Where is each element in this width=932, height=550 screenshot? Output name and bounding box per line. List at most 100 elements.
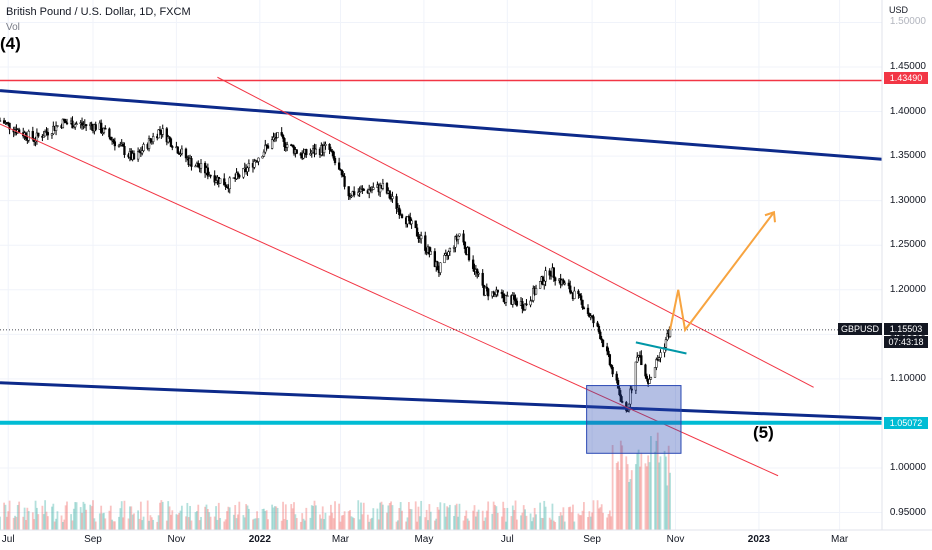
volume-bar [245,504,248,530]
volume-bar [127,518,130,530]
volume-bar [608,510,611,530]
volume-bar [52,503,55,530]
candle-body [645,375,648,380]
volume-bar [312,505,315,530]
level-1-value: 1.43490 [889,73,923,83]
volume-bar [658,462,661,530]
volume-bar [256,511,258,530]
volume-bar [487,501,490,530]
volume-bar [175,514,178,530]
candle-body [554,277,557,281]
volume-bar [377,519,380,530]
volume-bar [90,506,93,530]
volume-bar [320,518,323,530]
volume-bar [522,505,525,530]
volume-bar [34,500,37,530]
candle-body [370,189,374,191]
volume-bar [455,503,458,530]
volume-bar [271,504,274,530]
candle-body [417,235,420,240]
volume-bar [607,513,610,530]
channel-lower-red [0,123,779,477]
volume-bar [112,521,115,530]
volume-bar [476,511,479,530]
candle-body [314,148,318,155]
volume-bar [227,506,230,530]
volume-bar [561,515,563,530]
volume-bar [190,520,193,530]
volume-bar [3,502,6,530]
volume-bar [81,512,83,530]
candle-body [439,262,442,273]
volume-bar [280,520,283,530]
volume-bar [443,503,446,530]
volume-bar [433,520,436,530]
volume-bar [462,520,465,530]
candle-body [596,322,599,327]
volume-bar [179,510,182,530]
candle-body [209,174,212,177]
candle-body [543,280,546,285]
volume-bar [123,500,126,530]
candle-body [302,152,305,159]
teal-trendline [635,341,687,355]
candle-body [621,401,624,403]
candle-body [223,178,226,186]
price-label: 1.10000 [889,372,926,384]
volume-bar [494,504,496,530]
candle-body [324,143,327,146]
candle-body [299,153,302,156]
volume-bar [361,514,364,530]
candle-body [8,122,11,130]
volume-bar [380,501,383,530]
candle-body [102,127,106,133]
candle-body [544,270,547,282]
volume-bar [625,456,628,530]
volume-bar [46,516,49,530]
volume-bar [36,507,38,530]
volume-bar [473,505,476,530]
time-label: Sep [84,534,102,545]
candle-body [246,167,249,172]
candle-body [281,135,285,139]
lower-blue-trendline [0,381,883,421]
volume-bar [141,520,144,530]
volume-bar [137,510,140,530]
candle-body [436,261,439,271]
volume-bar [342,515,345,530]
volume-bar [5,516,8,530]
projection-arrowhead [764,210,776,223]
symbol-tag: GBPUSD [838,323,882,335]
volume-bar [62,521,64,530]
candle-body [247,163,251,169]
volume-bar [381,504,384,530]
candle-body [496,289,499,293]
volume-bar [299,521,302,530]
volume-bar [14,515,16,530]
volume-bar [15,516,18,530]
candle-body [94,124,97,130]
volume-bar [416,521,418,530]
price-label: 0.95000 [889,506,926,518]
volume-bar [532,517,535,530]
volume-bar [513,510,516,530]
volume-bar [521,512,524,530]
volume-bar [101,513,104,530]
volume-bar [626,464,629,530]
volume-bar [468,520,470,530]
volume-bar [234,505,237,530]
volume-bar [264,510,267,530]
candle-body [429,251,432,255]
candle-body [400,214,404,218]
volume-bar [525,515,528,530]
volume-bar [520,515,522,530]
volume-bar [645,466,648,530]
volume-bar [578,515,581,530]
candle-body [112,139,115,142]
volume-bar [606,517,609,530]
volume-bar [425,509,428,530]
candle-body [649,377,653,380]
volume-bar [637,449,640,530]
volume-bar [82,501,85,530]
